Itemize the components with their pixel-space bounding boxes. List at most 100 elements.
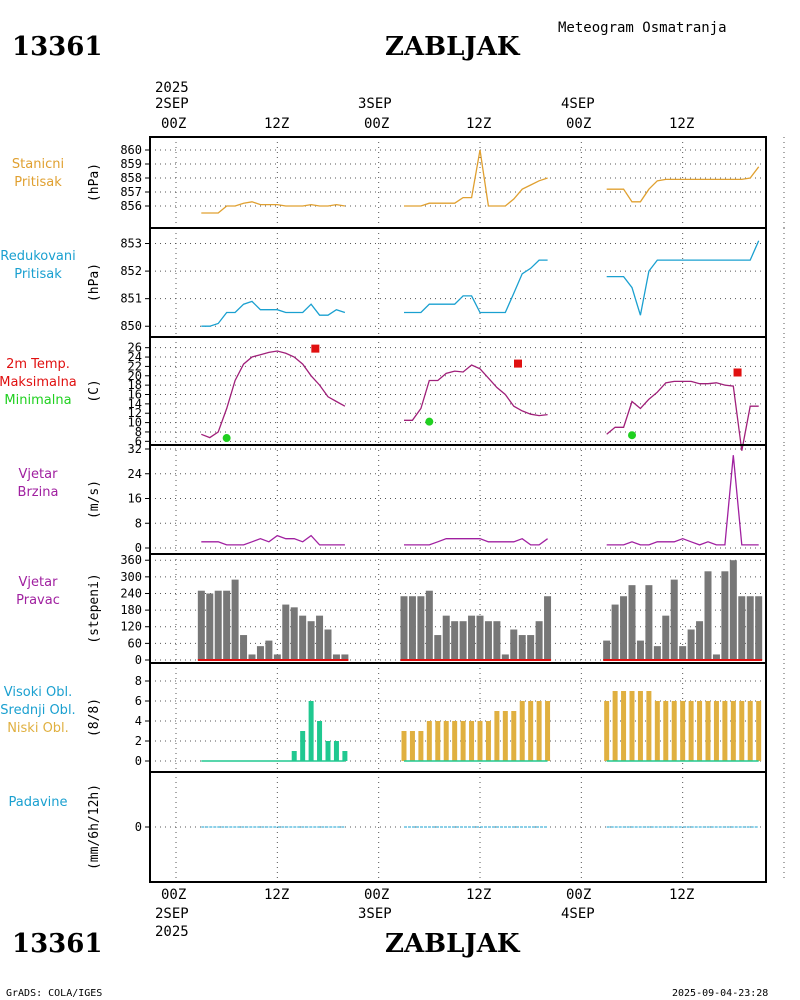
cloud-bar — [637, 691, 643, 761]
cloud-bar — [460, 721, 466, 761]
y-tick-label: 60 — [128, 636, 142, 650]
panel-label: Niski Obl. — [7, 721, 69, 736]
day-top-1: 2SEP — [155, 96, 189, 112]
y-tick-label: 12 — [128, 406, 142, 420]
y-tick-label: 8 — [135, 516, 142, 530]
direction-bar — [653, 646, 661, 660]
panel-frame — [149, 771, 767, 883]
hour-top-5: 00Z — [566, 116, 591, 132]
direction-bar — [265, 640, 273, 660]
cloud-bar — [418, 731, 424, 761]
y-tick-label: 0 — [135, 541, 142, 555]
cloud-bar — [680, 701, 686, 761]
direction-bar — [611, 604, 619, 660]
y-tick-label: 24 — [128, 467, 142, 481]
panel-label: Stanicni — [12, 157, 64, 172]
series-line — [606, 380, 759, 451]
cloud-bar — [654, 701, 660, 761]
cloud-bar — [671, 701, 677, 761]
y-tick-label: 6 — [135, 434, 142, 448]
unit-label: (hPa) — [87, 263, 102, 302]
direction-bar — [214, 590, 222, 660]
y-tick-label: 860 — [120, 143, 142, 157]
min-temp-marker — [425, 417, 434, 426]
unit-label: (stepeni) — [87, 573, 102, 643]
panel-p4: 0 8 16 24 32 Vjetar Brzina (m/s) — [18, 442, 785, 555]
panel-p2: 850 851 852 853 Redukovani Pritisak (hPa) — [0, 227, 785, 338]
station-id-bottom: 13361 — [12, 929, 102, 959]
cloud-bar — [730, 701, 736, 761]
panel-label: Padavine — [9, 795, 68, 810]
direction-bar — [476, 615, 484, 660]
series-line — [201, 534, 345, 546]
y-tick-label: 859 — [120, 157, 142, 171]
direction-bar — [662, 615, 670, 660]
series-line — [201, 201, 346, 214]
direction-bar — [206, 593, 214, 660]
series-line — [404, 259, 548, 314]
panel-p7: 0 Padavine (mm/6h/12h) — [9, 771, 785, 883]
y-tick-label: 850 — [120, 319, 142, 333]
y-tick-label: 853 — [120, 237, 142, 251]
y-tick-label: 2 — [135, 734, 142, 748]
cloud-bar — [469, 721, 475, 761]
cloud-bar — [747, 701, 753, 761]
y-tick-label: 4 — [135, 714, 142, 728]
cloud-bar — [325, 741, 331, 761]
cloud-bar — [401, 731, 407, 761]
cloud-bar — [291, 751, 297, 761]
panel-label: Redukovani — [0, 249, 75, 264]
y-tick-label: 22 — [128, 359, 142, 373]
y-tick-label: 852 — [120, 264, 142, 278]
cloud-bar — [646, 691, 652, 761]
y-tick-label: 857 — [120, 185, 142, 199]
direction-bar — [518, 635, 526, 660]
y-tick-label: 20 — [128, 369, 142, 383]
y-tick-label: 851 — [120, 292, 142, 306]
unit-label: (mm/6h/12h) — [87, 784, 102, 870]
unit-label: (m/s) — [87, 480, 102, 519]
direction-bar — [687, 629, 695, 660]
cloud-bar — [604, 701, 610, 761]
y-tick-label: 16 — [128, 492, 142, 506]
direction-bar — [484, 621, 492, 660]
direction-bar — [729, 560, 737, 660]
direction-bar — [620, 596, 628, 660]
min-temp-marker — [222, 434, 231, 443]
panel-frame — [149, 444, 767, 555]
direction-bar — [197, 590, 205, 660]
cloud-bar — [621, 691, 627, 761]
panel-frame — [149, 136, 767, 229]
day-top-3: 4SEP — [561, 96, 595, 112]
direction-bar — [256, 646, 264, 660]
hour-bottom-4: 12Z — [466, 887, 491, 903]
direction-bar — [324, 629, 332, 660]
series-line — [606, 455, 759, 546]
direction-bar — [299, 615, 307, 660]
direction-bar — [527, 635, 535, 660]
panel-label: Pravac — [16, 593, 60, 608]
y-tick-label: 32 — [128, 442, 142, 456]
hour-bottom-5: 00Z — [566, 887, 591, 903]
panel-label: Pritisak — [14, 175, 62, 190]
panel-label: Vjetar — [19, 575, 59, 590]
direction-bar — [408, 596, 416, 660]
hour-bottom-2: 12Z — [264, 887, 289, 903]
hour-top-2: 12Z — [264, 116, 289, 132]
direction-bar — [535, 621, 543, 660]
direction-bar — [493, 621, 501, 660]
y-tick-label: 8 — [135, 674, 142, 688]
panel-frame — [149, 227, 767, 338]
direction-bar — [248, 654, 256, 660]
y-tick-label: 14 — [128, 397, 142, 411]
series-line — [201, 350, 346, 439]
series-line — [404, 537, 548, 546]
cloud-bar — [713, 701, 719, 761]
cloud-bar — [688, 701, 694, 761]
year-bottom: 2025 — [155, 924, 189, 940]
y-tick-label: 16 — [128, 388, 142, 402]
direction-bar — [425, 590, 433, 660]
unit-label: (8/8) — [87, 698, 102, 737]
hour-bottom-1: 00Z — [161, 887, 186, 903]
